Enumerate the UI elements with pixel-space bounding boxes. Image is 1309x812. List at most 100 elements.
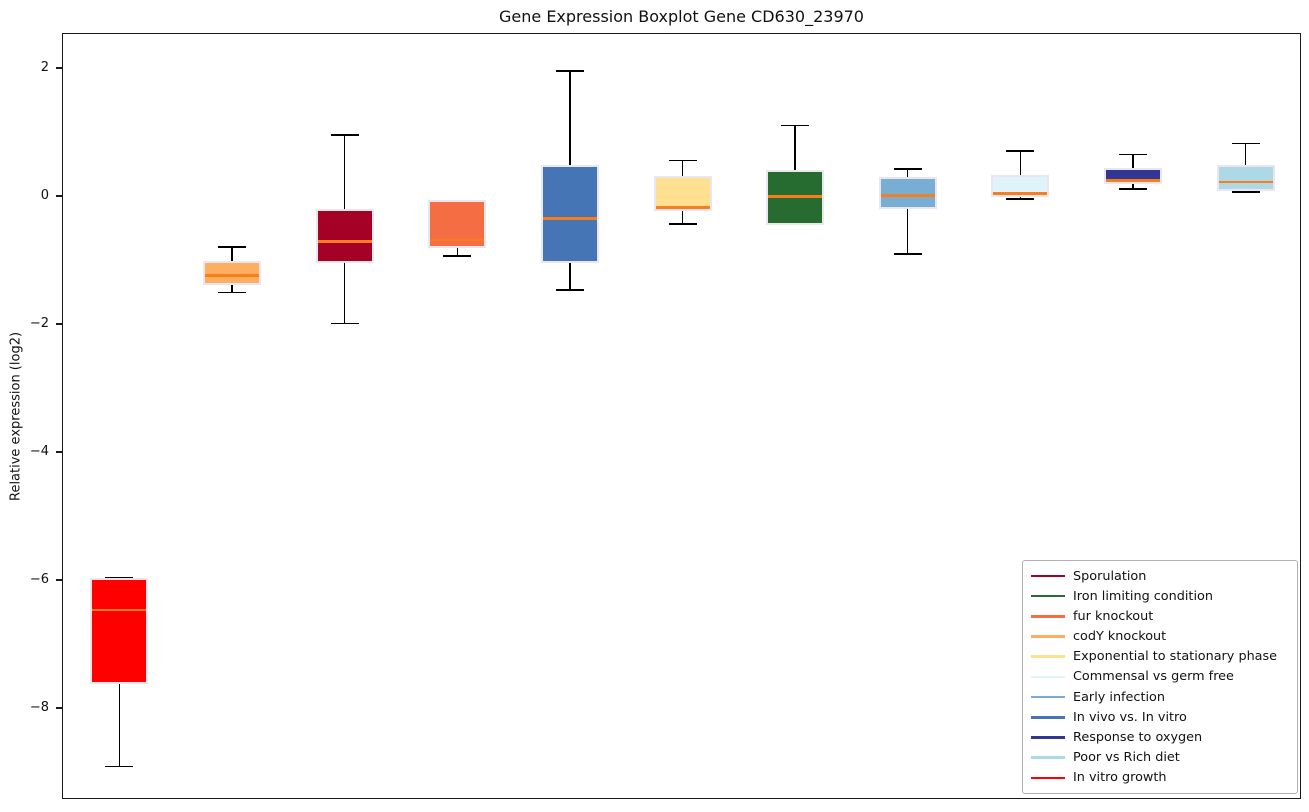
legend-color-line bbox=[1031, 776, 1065, 780]
whisker-upper-early-infection bbox=[907, 169, 909, 178]
whisker-cap-min-fur-knockout bbox=[443, 255, 472, 257]
whisker-cap-min-in-vivo-vs-in-vitro bbox=[555, 289, 584, 291]
whisker-lower-sporulation bbox=[343, 263, 346, 324]
box-response-to-oxygen bbox=[1104, 167, 1163, 185]
legend-color-line bbox=[1031, 635, 1065, 638]
y-tick-label: −8 bbox=[29, 700, 49, 716]
legend-item-label: codY knockout bbox=[1073, 629, 1167, 645]
legend-item-label: Response to oxygen bbox=[1073, 730, 1203, 745]
y-tick-mark bbox=[56, 323, 62, 325]
legend-item-cody-knockout: codY knockout bbox=[1031, 627, 1293, 647]
whisker-lower-in-vivo-vs-in-vitro bbox=[569, 263, 571, 290]
whisker-lower-commensal-vs-germ-free bbox=[1019, 196, 1022, 200]
median-line-iron-limiting-condition bbox=[768, 195, 823, 198]
median-line-fur-knockout bbox=[430, 238, 485, 242]
y-tick-label: −2 bbox=[29, 316, 49, 332]
median-line-in-vitro-growth bbox=[92, 608, 147, 612]
legend-color-line bbox=[1031, 736, 1065, 739]
whisker-cap-min-cody-knockout bbox=[217, 291, 246, 294]
legend-item-label: Iron limiting condition bbox=[1073, 588, 1213, 604]
whisker-cap-max-poor-vs-rich-diet bbox=[1231, 142, 1260, 145]
legend-item-response-to-oxygen: Response to oxygen bbox=[1031, 728, 1293, 748]
whisker-lower-fur-knockout bbox=[456, 247, 458, 257]
legend-color-line bbox=[1031, 594, 1065, 598]
whisker-lower-exponential-to-stationary-phase bbox=[681, 211, 684, 225]
whisker-upper-iron-limiting-condition bbox=[794, 125, 796, 170]
y-tick-label: −6 bbox=[29, 572, 49, 588]
whisker-upper-cody-knockout bbox=[231, 247, 233, 262]
whisker-lower-cody-knockout bbox=[231, 285, 233, 293]
median-line-poor-vs-rich-diet bbox=[1218, 180, 1273, 184]
whisker-upper-poor-vs-rich-diet bbox=[1244, 143, 1247, 166]
whisker-cap-min-poor-vs-rich-diet bbox=[1231, 191, 1260, 193]
whisker-cap-max-in-vivo-vs-in-vitro bbox=[555, 70, 584, 72]
whisker-upper-in-vivo-vs-in-vitro bbox=[569, 71, 571, 165]
median-line-early-infection bbox=[880, 193, 935, 197]
legend-item-iron-limiting-condition: Iron limiting condition bbox=[1031, 586, 1293, 606]
box-cody-knockout bbox=[202, 261, 261, 286]
y-tick-mark bbox=[56, 67, 62, 69]
legend-item-label: Early infection bbox=[1073, 689, 1165, 705]
legend-item-label: Sporulation bbox=[1073, 568, 1147, 584]
legend-color-line bbox=[1031, 695, 1065, 699]
y-tick-mark bbox=[56, 707, 62, 709]
whisker-cap-min-commensal-vs-germ-free bbox=[1006, 198, 1035, 200]
box-sporulation bbox=[315, 208, 374, 264]
legend-item-poor-vs-rich-diet: Poor vs Rich diet bbox=[1031, 748, 1293, 768]
legend-item-label: In vivo vs. In vitro bbox=[1073, 709, 1187, 725]
whisker-cap-max-in-vitro-growth bbox=[105, 577, 134, 579]
whisker-cap-min-in-vitro-growth bbox=[105, 766, 134, 768]
legend-item-label: Commensal vs germ free bbox=[1073, 669, 1234, 685]
whisker-cap-min-response-to-oxygen bbox=[1119, 188, 1148, 190]
median-line-cody-knockout bbox=[204, 273, 259, 277]
legend-item-label: Exponential to stationary phase bbox=[1073, 649, 1278, 665]
y-tick-mark bbox=[56, 451, 62, 453]
whisker-cap-max-cody-knockout bbox=[217, 246, 246, 248]
legend-color-line bbox=[1031, 675, 1065, 679]
legend-item-exponential-to-stationary-phase: Exponential to stationary phase bbox=[1031, 647, 1293, 667]
legend-color-line bbox=[1031, 615, 1065, 618]
whisker-cap-max-response-to-oxygen bbox=[1119, 153, 1148, 155]
y-tick-mark bbox=[56, 195, 62, 197]
whisker-cap-min-iron-limiting-condition bbox=[781, 224, 810, 226]
whisker-lower-response-to-oxygen bbox=[1132, 184, 1134, 189]
median-line-commensal-vs-germ-free bbox=[993, 192, 1048, 195]
y-tick-label: 0 bbox=[40, 188, 49, 204]
legend-item-early-infection: Early infection bbox=[1031, 687, 1293, 707]
whisker-upper-response-to-oxygen bbox=[1132, 154, 1134, 168]
whisker-upper-sporulation bbox=[343, 135, 346, 209]
whisker-lower-early-infection bbox=[907, 208, 909, 255]
legend-color-line bbox=[1031, 574, 1065, 578]
y-tick-label: −4 bbox=[29, 444, 49, 460]
whisker-lower-in-vitro-growth bbox=[118, 683, 120, 767]
y-tick-mark bbox=[56, 579, 62, 581]
box-poor-vs-rich-diet bbox=[1216, 165, 1275, 191]
median-line-response-to-oxygen bbox=[1106, 179, 1161, 182]
whisker-cap-max-iron-limiting-condition bbox=[781, 124, 810, 127]
median-line-sporulation bbox=[317, 240, 372, 243]
box-in-vivo-vs-in-vitro bbox=[540, 164, 599, 264]
whisker-cap-max-exponential-to-stationary-phase bbox=[668, 160, 697, 162]
whisker-upper-exponential-to-stationary-phase bbox=[681, 160, 684, 177]
chart-title: Gene Expression Boxplot Gene CD630_23970 bbox=[499, 7, 864, 26]
legend-item-in-vivo-vs-in-vitro: In vivo vs. In vitro bbox=[1031, 707, 1293, 727]
whisker-cap-max-early-infection bbox=[893, 168, 922, 170]
legend-item-fur-knockout: fur knockout bbox=[1031, 606, 1293, 626]
legend-color-line bbox=[1031, 655, 1065, 659]
whisker-cap-min-exponential-to-stationary-phase bbox=[668, 223, 697, 225]
box-commensal-vs-germ-free bbox=[991, 174, 1050, 197]
legend: Sporulation Iron limiting condition fur kn… bbox=[1022, 560, 1298, 794]
legend-item-label: fur knockout bbox=[1073, 608, 1154, 624]
box-exponential-to-stationary-phase bbox=[653, 176, 712, 212]
median-line-in-vivo-vs-in-vitro bbox=[542, 217, 597, 220]
legend-item-in-vitro-growth: In vitro growth bbox=[1031, 768, 1293, 788]
box-early-infection bbox=[878, 177, 937, 209]
whisker-upper-commensal-vs-germ-free bbox=[1019, 151, 1022, 175]
legend-color-line bbox=[1031, 756, 1065, 759]
legend-item-label: In vitro growth bbox=[1073, 770, 1167, 786]
whisker-cap-min-early-infection bbox=[893, 253, 922, 255]
y-tick-label: 2 bbox=[40, 60, 49, 76]
legend-color-line bbox=[1031, 716, 1065, 719]
whisker-cap-max-commensal-vs-germ-free bbox=[1006, 150, 1035, 152]
